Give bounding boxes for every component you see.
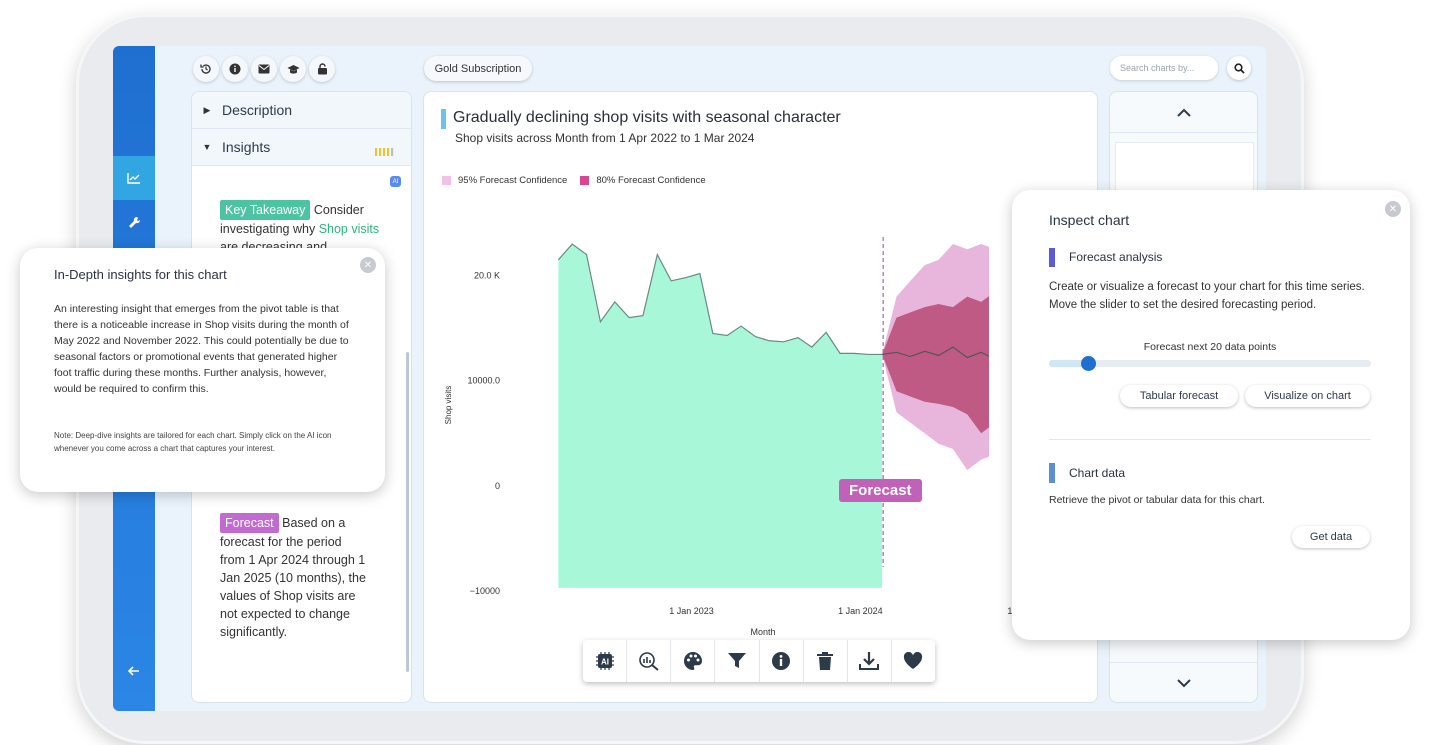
download-icon[interactable] — [848, 640, 892, 682]
search-input[interactable]: Search charts by... — [1110, 56, 1218, 80]
x-axis-title: Month — [750, 627, 775, 637]
ai-icon[interactable]: AI — [583, 640, 628, 682]
legend-label-95: 95% Forecast Confidence — [458, 175, 568, 186]
key-takeaway-text: Consider investigating why — [220, 203, 364, 236]
subscription-button[interactable]: Gold Subscription — [424, 56, 532, 81]
caret-right-icon: ▶ — [203, 104, 211, 115]
insights-popup: In-Depth insights for this chart ✕ An in… — [20, 248, 385, 492]
chart-data-heading: Chart data — [1069, 466, 1126, 480]
palette-icon[interactable] — [671, 640, 716, 682]
insights-accordion[interactable]: ▼ Insights — [192, 129, 411, 166]
forecast-slider[interactable] — [1049, 356, 1371, 371]
insights-popup-note: Note: Deep-dive insights are tailored fo… — [54, 431, 332, 453]
chart-card: Gradually declining shop visits with sea… — [423, 91, 1098, 703]
magnify-chart-icon[interactable] — [627, 640, 672, 682]
insights-popup-body: An interesting insight that emerges from… — [54, 303, 349, 395]
wrench-icon[interactable] — [113, 200, 155, 244]
legend: 95% Forecast Confidence 80% Forecast Con… — [442, 175, 706, 186]
filter-icon[interactable] — [715, 640, 760, 682]
key-takeaway-tag: Key Takeaway — [220, 200, 311, 220]
close-icon[interactable]: ✕ — [1385, 201, 1401, 217]
caret-down-icon: ▼ — [202, 142, 212, 152]
search-icon[interactable] — [1227, 56, 1251, 80]
x-tick-label: 1 Jan 2024 — [838, 606, 883, 616]
insights-label: Insights — [222, 139, 271, 155]
shop-visits-link[interactable]: Shop visits — [318, 222, 380, 236]
legend-item-80[interactable]: 80% Forecast Confidence — [580, 175, 706, 186]
legend-swatch-80 — [580, 176, 590, 185]
graduation-cap-icon[interactable] — [280, 56, 306, 82]
chart-data-description: Retrieve the pivot or tabular data for t… — [1049, 494, 1265, 506]
title-accent-bar — [441, 109, 446, 129]
forecast-heading: Forecast analysis — [1069, 250, 1163, 264]
ci80-band — [882, 296, 989, 434]
y-axis-title: Shop visits — [444, 386, 453, 425]
y-tick-label: 10000.0 — [467, 376, 500, 386]
ai-badge-icon[interactable]: AI — [390, 176, 401, 187]
legend-label-80: 80% Forecast Confidence — [596, 175, 706, 186]
mail-icon[interactable] — [251, 56, 277, 82]
chart-plot[interactable]: 20.0 K 10000.0 0 −10000 1 Jan 2023 1 Jan 2024… — [424, 172, 1097, 702]
chart-data-heading-accent — [1049, 463, 1055, 483]
level-bars-icon — [375, 144, 397, 160]
chevron-up-icon — [1176, 108, 1191, 117]
inspect-chart-popup: Inspect chart ✕ Forecast analysis Create… — [1012, 190, 1410, 640]
tabular-forecast-button[interactable]: Tabular forecast — [1120, 385, 1238, 407]
slider-handle[interactable] — [1080, 356, 1096, 371]
line-chart-icon[interactable] — [113, 156, 155, 200]
forecast-description: Create or visualize a forecast to your c… — [1049, 281, 1365, 311]
get-data-button[interactable]: Get data — [1292, 526, 1370, 548]
svg-text:AI: AI — [601, 658, 609, 667]
thumbnails-up-button[interactable] — [1110, 92, 1257, 133]
trash-icon[interactable] — [804, 640, 848, 682]
chart-title: Gradually declining shop visits with sea… — [453, 109, 841, 126]
slider-label: Forecast next 20 data points — [1143, 341, 1277, 353]
forecast-line — [882, 346, 989, 359]
forecast-block: Forecast Based on a forecast for the per… — [220, 513, 370, 641]
x-tick-label: 1 Jan 2023 — [669, 606, 714, 616]
info-icon[interactable] — [222, 56, 248, 82]
info-icon[interactable] — [760, 640, 804, 682]
y-tick-label: 0 — [495, 481, 500, 491]
left-scrollbar[interactable] — [406, 352, 409, 672]
legend-item-95[interactable]: 95% Forecast Confidence — [442, 175, 567, 186]
chevron-down-icon — [1176, 678, 1191, 687]
chart-thumbnail[interactable] — [1115, 142, 1254, 196]
y-tick-label: −10000 — [470, 586, 500, 596]
description-accordion[interactable]: ▶ Description — [192, 92, 411, 129]
heart-icon[interactable] — [892, 640, 935, 682]
close-icon[interactable]: ✕ — [360, 257, 376, 273]
arrow-left-icon[interactable] — [113, 649, 155, 693]
slider-fill — [1049, 360, 1088, 367]
chart-toolbar: AI — [583, 640, 935, 682]
forecast-badge: Forecast — [839, 479, 922, 502]
thumbnails-down-button[interactable] — [1110, 662, 1257, 703]
history-area — [558, 244, 883, 588]
divider — [1049, 439, 1371, 440]
visualize-on-chart-button[interactable]: Visualize on chart — [1245, 385, 1370, 407]
forecast-tag: Forecast — [220, 513, 279, 533]
chart-subtitle: Shop visits across Month from 1 Apr 2022… — [455, 131, 755, 145]
forecast-text: Based on a forecast for the period from … — [220, 516, 366, 639]
y-tick-label: 20.0 K — [474, 271, 500, 281]
inspect-title: Inspect chart — [1049, 212, 1130, 228]
unlock-icon[interactable] — [309, 56, 335, 82]
history-icon[interactable] — [193, 56, 219, 82]
description-label: Description — [222, 102, 293, 118]
legend-swatch-95 — [442, 176, 451, 185]
insights-popup-title: In-Depth insights for this chart — [54, 267, 227, 282]
forecast-heading-accent — [1049, 248, 1055, 267]
history-line — [557, 243, 883, 356]
